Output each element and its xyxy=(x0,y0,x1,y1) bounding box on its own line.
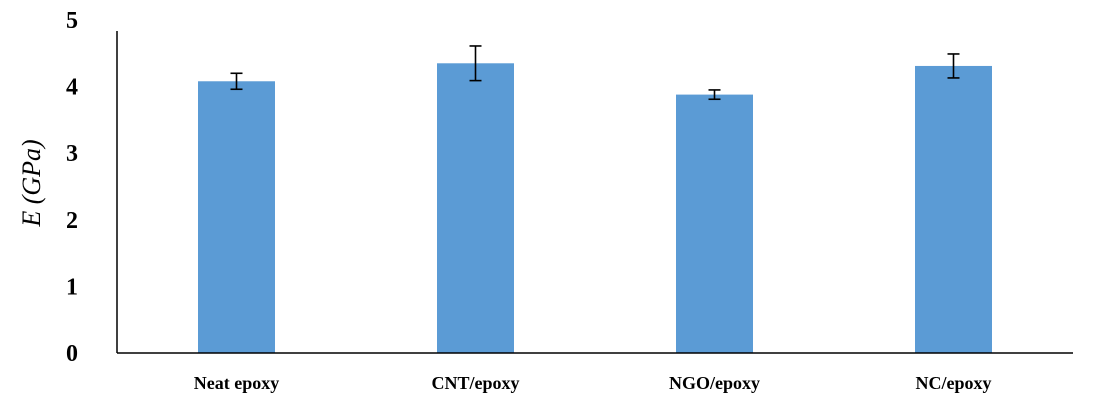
error-bar xyxy=(230,72,243,91)
y-tick-label: 2 xyxy=(66,208,78,234)
error-bars xyxy=(230,45,960,101)
x-category-label: NGO/epoxy xyxy=(669,373,760,393)
y-tick-label: 0 xyxy=(66,341,78,367)
bar xyxy=(437,63,514,353)
error-bar xyxy=(947,53,960,79)
y-tick-label: 3 xyxy=(66,141,78,167)
x-category-label: CNT/epoxy xyxy=(431,373,519,393)
y-axis-title: E (GPa) xyxy=(17,139,46,227)
bar xyxy=(198,81,275,353)
x-category-label: Neat epoxy xyxy=(194,373,279,393)
y-tick-label: 5 xyxy=(66,8,78,34)
y-tick-label: 4 xyxy=(66,75,78,101)
error-bar xyxy=(469,45,482,82)
y-axis-ticks: 0 1 2 3 4 5 xyxy=(66,8,78,367)
error-bar xyxy=(708,89,721,101)
axes xyxy=(116,31,1073,354)
bar xyxy=(915,65,992,353)
y-tick-label: 1 xyxy=(66,274,78,300)
x-axis-category-labels: Neat epoxy CNT/epoxy NGO/epoxy NC/epoxy xyxy=(194,373,992,393)
bars xyxy=(198,63,992,353)
bar xyxy=(676,94,753,353)
x-category-label: NC/epoxy xyxy=(916,373,992,393)
y-axis-title-group: E (GPa) xyxy=(17,139,46,227)
